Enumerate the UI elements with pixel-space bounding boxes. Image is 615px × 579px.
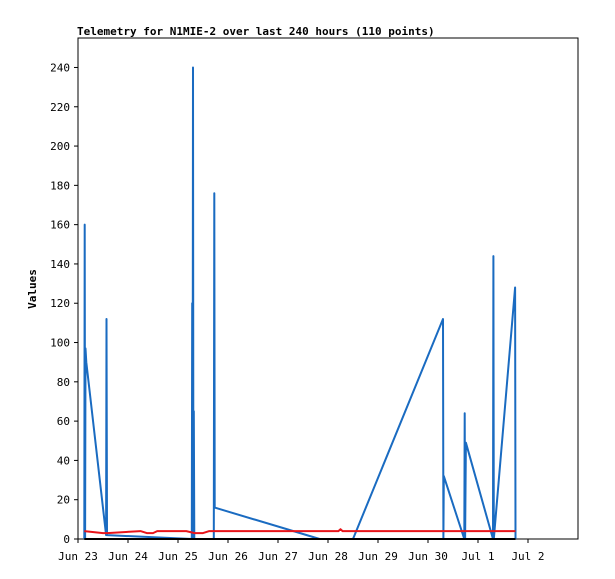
series-layer [83,66,517,540]
y-tick-label: 60 [57,415,70,428]
y-tick-label: 140 [50,258,70,271]
y-axis-label: Values [26,269,39,309]
y-tick-label: 120 [50,297,70,310]
y-tick-label: 20 [57,494,70,507]
x-tick-label: Jun 27 [258,550,298,563]
y-tick-label: 200 [50,140,70,153]
x-tick-label: Jun 26 [208,550,248,563]
y-tick-label: 100 [50,337,70,350]
y-tick-label: 40 [57,454,70,467]
y-tick-label: 0 [63,533,70,546]
chart-title: Telemetry for N1MIE-2 over last 240 hour… [77,25,435,38]
x-tick-label: Jul 1 [461,550,494,563]
x-tick-label: Jun 24 [108,550,148,563]
x-tick-label: Jun 28 [308,550,348,563]
series-line-1 [83,66,517,540]
y-tick-label: 220 [50,101,70,114]
x-tick-label: Jun 29 [358,550,398,563]
series-line-2 [84,528,516,535]
y-tick-label: 240 [50,61,70,74]
y-axis: 0 20 40 60 80 100 120 140 160 180 200 220 240 [50,61,78,546]
y-tick-label: 80 [57,376,70,389]
y-tick-label: 180 [50,179,70,192]
x-tick-label: Jun 23 [58,550,98,563]
plot-area [77,37,579,540]
x-tick-label: Jul 2 [511,550,544,563]
x-axis: Jun 23 Jun 24 Jun 25 Jun 26 Jun 27 Jun 28 Jun … [58,539,545,563]
y-tick-label: 160 [50,219,70,232]
x-tick-label: Jun 30 [408,550,448,563]
x-tick-label: Jun 25 [158,550,198,563]
